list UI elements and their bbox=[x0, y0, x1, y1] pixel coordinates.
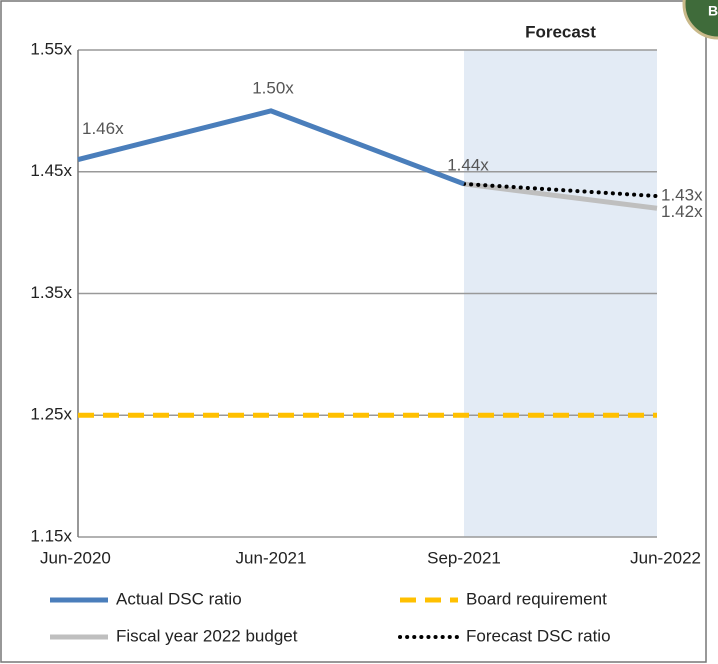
y-tick-label: 1.45x bbox=[30, 161, 72, 180]
legend-label: Fiscal year 2022 budget bbox=[116, 626, 298, 645]
x-tick-label: Jun-2020 bbox=[40, 548, 111, 567]
value-label: 1.50x bbox=[252, 78, 294, 97]
y-tick-label: 1.15x bbox=[30, 526, 72, 545]
badge-text: B bbox=[708, 3, 718, 19]
value-label: 1.46x bbox=[82, 119, 124, 138]
x-tick-label: Sep-2021 bbox=[427, 548, 501, 567]
badge bbox=[682, 0, 718, 40]
value-label: 1.42x bbox=[661, 202, 703, 221]
y-tick-label: 1.55x bbox=[30, 39, 72, 58]
x-tick-label: Jun-2022 bbox=[630, 548, 701, 567]
legend-label: Forecast DSC ratio bbox=[466, 626, 611, 645]
y-tick-label: 1.35x bbox=[30, 283, 72, 302]
legend-label: Actual DSC ratio bbox=[116, 589, 242, 608]
forecast-label: Forecast bbox=[525, 22, 596, 41]
value-label: 1.44x bbox=[447, 155, 489, 174]
x-tick-label: Jun-2021 bbox=[236, 548, 307, 567]
legend-label: Board requirement bbox=[466, 589, 607, 608]
value-label: 1.43x bbox=[661, 186, 703, 205]
y-tick-label: 1.25x bbox=[30, 405, 72, 424]
series-line bbox=[77, 108, 465, 187]
series-line bbox=[463, 181, 658, 211]
